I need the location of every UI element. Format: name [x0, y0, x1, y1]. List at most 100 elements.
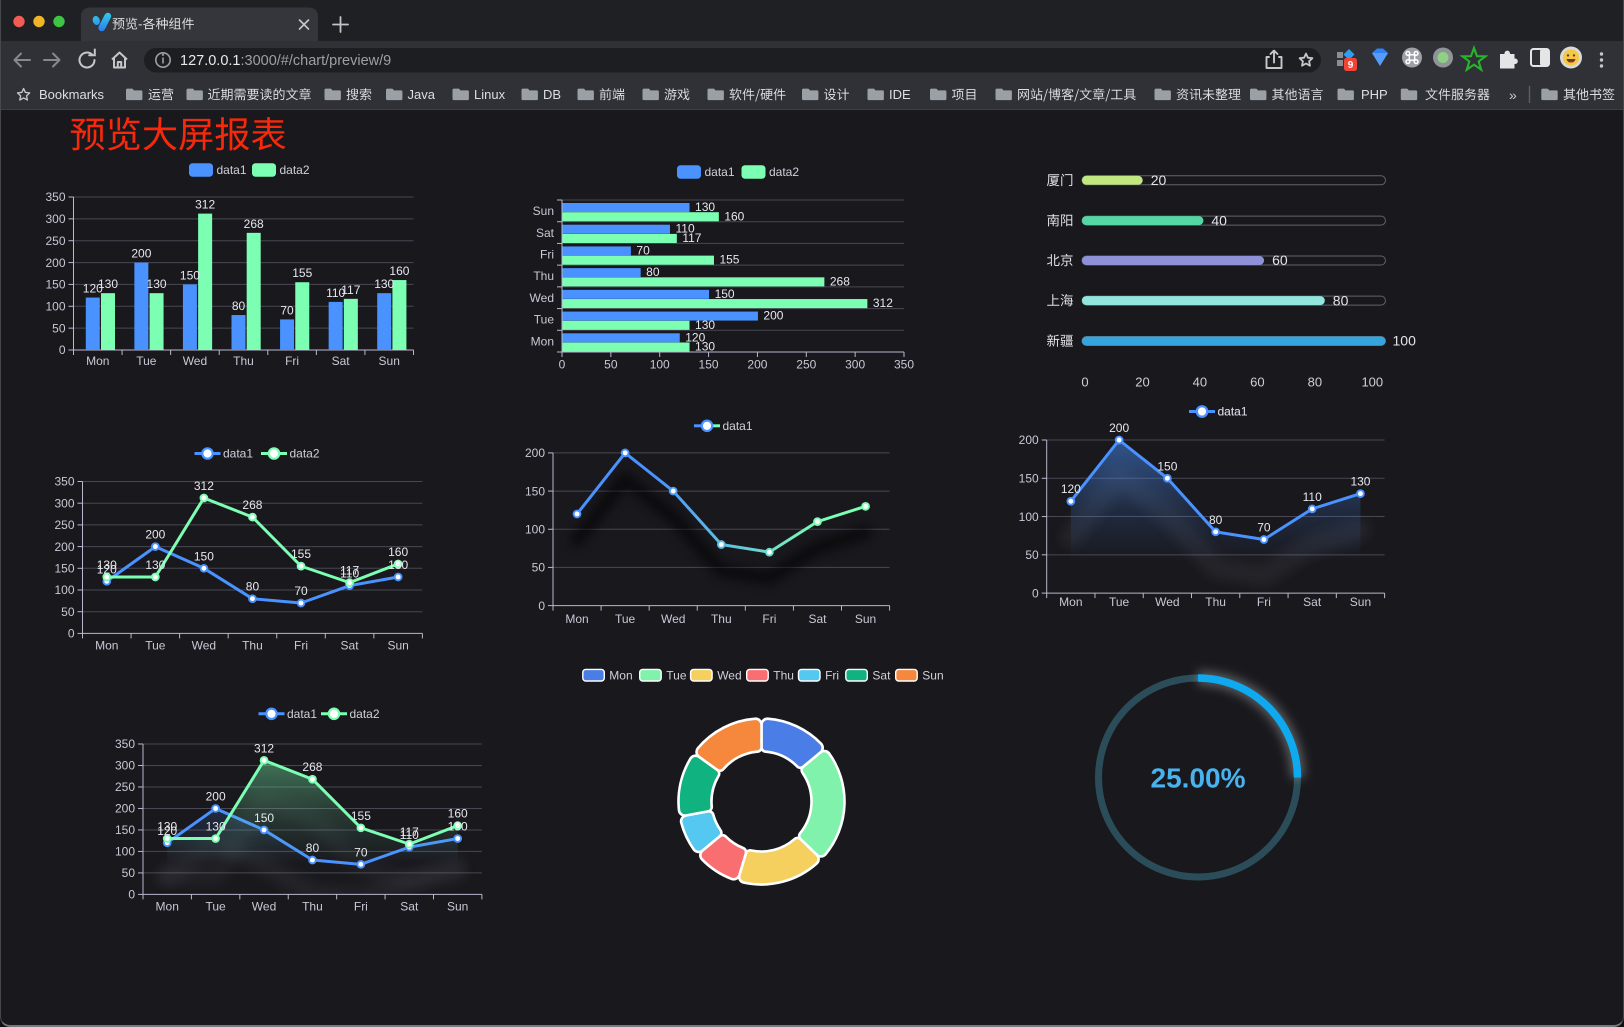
svg-text:70: 70 [636, 243, 650, 257]
svg-text:130: 130 [388, 558, 408, 572]
svg-text:250: 250 [115, 780, 135, 794]
svg-text:80: 80 [1209, 513, 1223, 527]
svg-text:70: 70 [354, 845, 368, 859]
svg-text:data1: data1 [223, 447, 253, 461]
svg-text:50: 50 [532, 561, 546, 575]
svg-text:120: 120 [157, 824, 177, 838]
svg-text:100: 100 [54, 583, 74, 597]
svg-text:100: 100 [650, 358, 670, 372]
svg-text:160: 160 [388, 545, 408, 559]
svg-text:150: 150 [1157, 459, 1177, 473]
svg-text:250: 250 [45, 234, 65, 248]
svg-text:IDE: IDE [889, 87, 911, 102]
svg-text:Mon: Mon [531, 334, 554, 348]
svg-text:150: 150 [194, 549, 214, 563]
svg-text:160: 160 [724, 209, 744, 223]
svg-text:40: 40 [1211, 212, 1227, 228]
svg-text:0: 0 [128, 888, 135, 902]
svg-text:Fri: Fri [825, 668, 839, 682]
svg-text:Wed: Wed [192, 638, 216, 652]
svg-text:110: 110 [340, 567, 359, 581]
svg-text:250: 250 [54, 518, 74, 532]
svg-text:117: 117 [682, 231, 701, 245]
svg-text:Thu: Thu [1205, 595, 1226, 609]
svg-text:120: 120 [1061, 482, 1081, 496]
svg-text:117: 117 [340, 564, 359, 578]
svg-text:200: 200 [763, 309, 783, 323]
svg-text:Thu: Thu [533, 269, 554, 283]
svg-text:130: 130 [695, 340, 715, 354]
svg-text:Sat: Sat [1303, 595, 1322, 609]
svg-text:0: 0 [559, 358, 566, 372]
svg-text:110: 110 [326, 286, 345, 300]
svg-text:Fri: Fri [762, 612, 776, 626]
svg-text:Sat: Sat [872, 668, 891, 682]
svg-text:Sat: Sat [400, 900, 419, 914]
svg-text:Tue: Tue [666, 668, 687, 682]
svg-text:80: 80 [1308, 375, 1322, 390]
svg-text:Thu: Thu [233, 354, 254, 368]
svg-text:150: 150 [715, 287, 735, 301]
svg-text:Sun: Sun [1350, 595, 1371, 609]
svg-text:Wed: Wed [183, 354, 207, 368]
svg-text:350: 350 [54, 475, 74, 489]
svg-text:80: 80 [1333, 292, 1349, 308]
svg-text:80: 80 [232, 299, 246, 313]
svg-text:200: 200 [206, 789, 226, 803]
svg-text:data1: data1 [287, 707, 317, 721]
svg-text:130: 130 [448, 820, 468, 834]
svg-text:20: 20 [1151, 172, 1167, 188]
svg-text:50: 50 [52, 321, 66, 335]
svg-text:Mon: Mon [86, 354, 109, 368]
svg-text:150: 150 [525, 484, 545, 498]
svg-text:data2: data2 [280, 163, 310, 177]
svg-text:Linux: Linux [474, 87, 506, 102]
svg-text:Java: Java [408, 87, 436, 102]
svg-text:100: 100 [115, 845, 135, 859]
svg-text:0: 0 [1032, 586, 1039, 600]
svg-text:data1: data1 [723, 419, 753, 433]
svg-text:80: 80 [646, 265, 660, 279]
svg-text:150: 150 [1019, 471, 1039, 485]
svg-text:120: 120 [83, 282, 103, 296]
svg-text:Tue: Tue [145, 638, 166, 652]
svg-text:Sun: Sun [855, 612, 876, 626]
svg-text:Sun: Sun [447, 900, 468, 914]
svg-text:155: 155 [292, 266, 312, 280]
svg-text:150: 150 [54, 562, 74, 576]
svg-text:100: 100 [1361, 375, 1383, 390]
svg-text:150: 150 [254, 811, 274, 825]
svg-text:110: 110 [400, 828, 419, 842]
svg-text:117: 117 [400, 825, 419, 839]
svg-text:Sun: Sun [533, 204, 554, 218]
svg-text:130: 130 [695, 200, 715, 214]
svg-text:80: 80 [246, 580, 260, 594]
svg-text:Wed: Wed [530, 291, 554, 305]
svg-text:150: 150 [115, 823, 135, 837]
svg-text:130: 130 [374, 277, 394, 291]
svg-text:150: 150 [45, 278, 65, 292]
svg-text:Bookmarks: Bookmarks [39, 87, 105, 102]
svg-text:Wed: Wed [717, 668, 741, 682]
svg-text:200: 200 [131, 247, 151, 261]
svg-text:Tue: Tue [136, 354, 157, 368]
svg-text:80: 80 [306, 841, 320, 855]
svg-text:312: 312 [873, 296, 893, 310]
svg-text:250: 250 [796, 358, 816, 372]
svg-text:0: 0 [538, 599, 545, 613]
svg-text:155: 155 [351, 809, 371, 823]
svg-text:50: 50 [61, 605, 75, 619]
svg-text:268: 268 [242, 498, 262, 512]
svg-text:312: 312 [254, 741, 274, 755]
svg-text:»: » [1509, 87, 1517, 103]
svg-text:Sat: Sat [808, 612, 827, 626]
svg-text:312: 312 [195, 198, 215, 212]
svg-text:Fri: Fri [285, 354, 299, 368]
svg-text:117: 117 [341, 283, 360, 297]
svg-text:100: 100 [1019, 510, 1039, 524]
svg-text:60: 60 [1250, 375, 1264, 390]
svg-text:130: 130 [147, 277, 167, 291]
svg-text:200: 200 [747, 358, 767, 372]
svg-text:Sat: Sat [332, 354, 351, 368]
svg-text:268: 268 [244, 217, 264, 231]
